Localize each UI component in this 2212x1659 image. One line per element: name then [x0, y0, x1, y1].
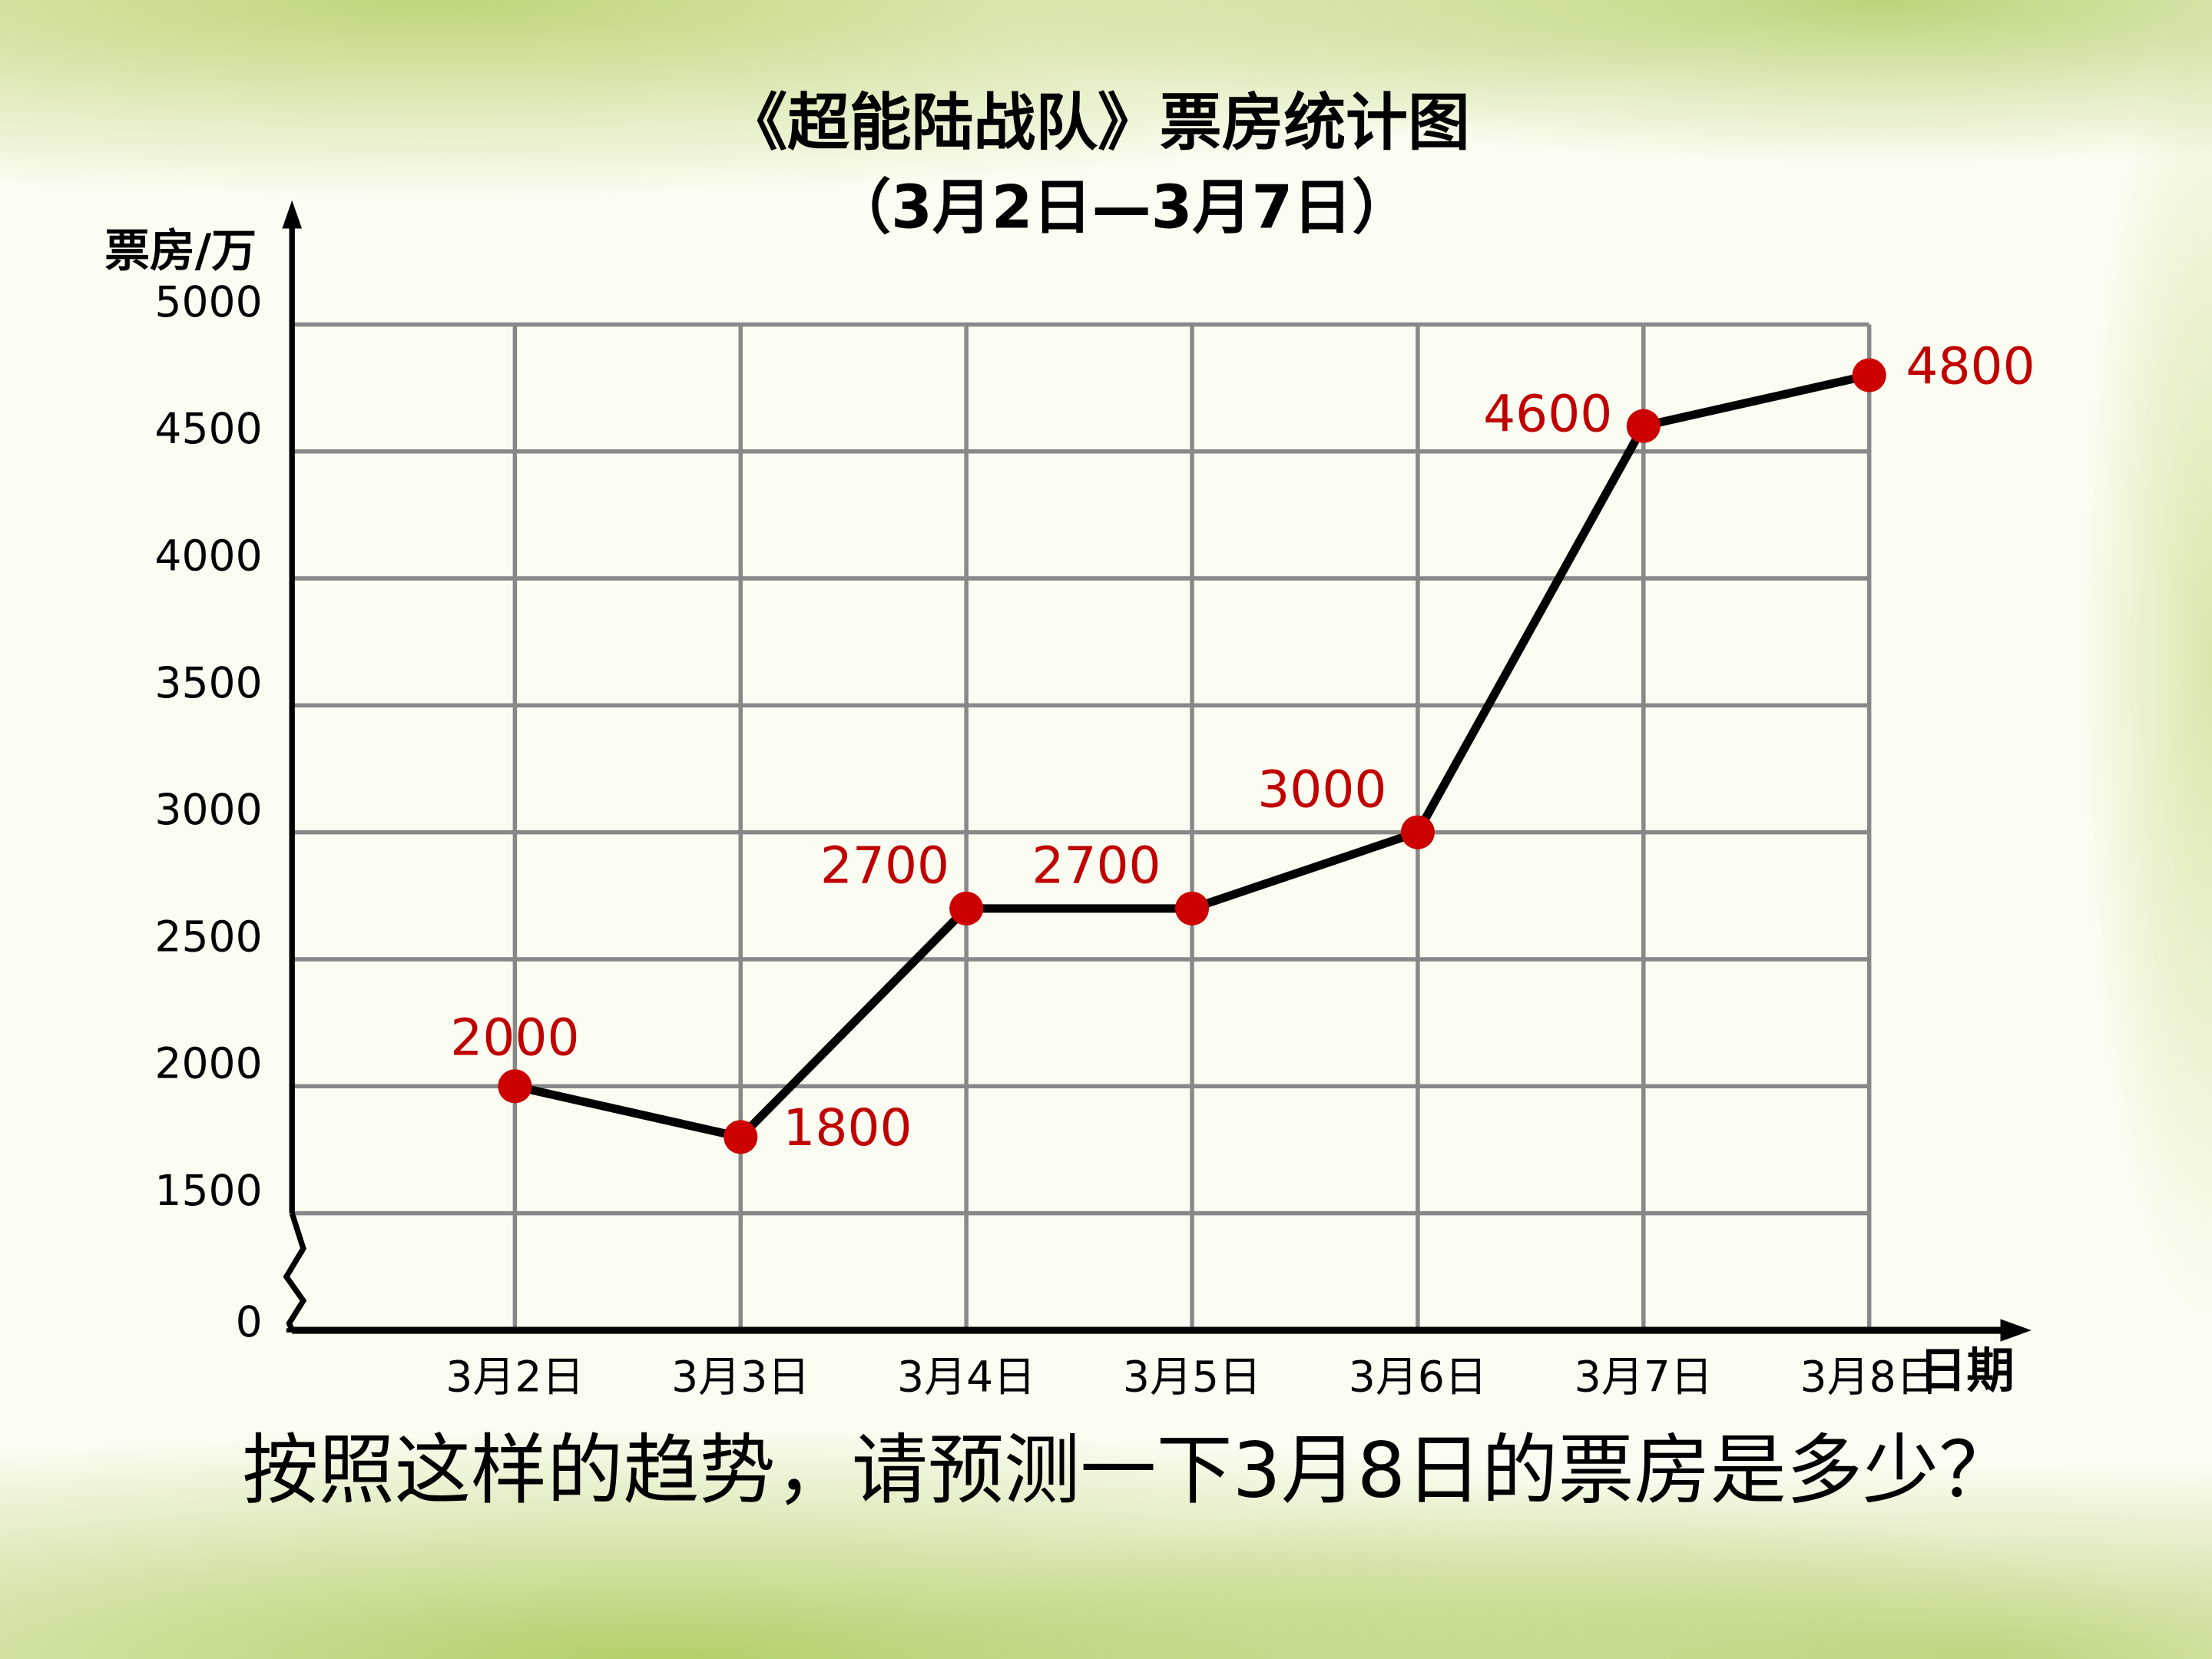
data-label: 4600	[1483, 385, 1612, 444]
data-label: 2000	[450, 1008, 579, 1068]
y-tick-label: 1500	[154, 1166, 262, 1215]
x-tick-label: 3月8日	[1800, 1352, 1939, 1401]
x-tick-label: 3月7日	[1575, 1352, 1713, 1401]
data-label: 1800	[783, 1098, 912, 1157]
data-point	[1852, 358, 1886, 392]
data-label: 4800	[1906, 336, 2035, 396]
chart-subtitle: （3月2日—3月7日）	[832, 174, 1412, 243]
y-tick-label: 4500	[154, 404, 262, 453]
x-tick-label: 3月4日	[897, 1352, 1035, 1401]
y-tick-label: 3000	[154, 785, 262, 834]
y-tick-label: 5000	[154, 277, 262, 326]
axis-break	[283, 1212, 307, 1332]
x-tick-label: 3月3日	[671, 1352, 810, 1401]
data-point	[1626, 409, 1661, 443]
y-axis-label: 票房/万	[104, 224, 257, 277]
chart-title: 《超能陆战队》票房统计图	[725, 87, 1470, 159]
data-point	[949, 891, 984, 926]
y-tick-label: 0	[236, 1297, 263, 1346]
x-tick-label: 3月5日	[1123, 1352, 1261, 1401]
data-point	[724, 1120, 758, 1154]
y-axis-arrow	[282, 200, 303, 229]
data-point	[1175, 891, 1210, 926]
data-label: 2700	[820, 836, 949, 895]
question: 按照这样的趋势，请预测一下3月8日的票房是多少？	[242, 1427, 2015, 1515]
x-axis-arrow	[2000, 1319, 2032, 1342]
y-tick-label: 4000	[154, 531, 262, 580]
data-label: 3000	[1257, 760, 1386, 819]
y-tick-label: 2500	[154, 912, 262, 961]
x-tick-label: 3月2日	[445, 1352, 584, 1401]
x-axis-label: 日期	[1919, 1343, 2015, 1399]
data-point	[498, 1069, 532, 1104]
data-label: 2700	[1031, 836, 1161, 895]
data-point	[1400, 815, 1435, 849]
x-tick-label: 3月6日	[1349, 1352, 1487, 1401]
y-tick-label: 2000	[154, 1039, 262, 1088]
y-tick-label: 3500	[154, 658, 262, 707]
